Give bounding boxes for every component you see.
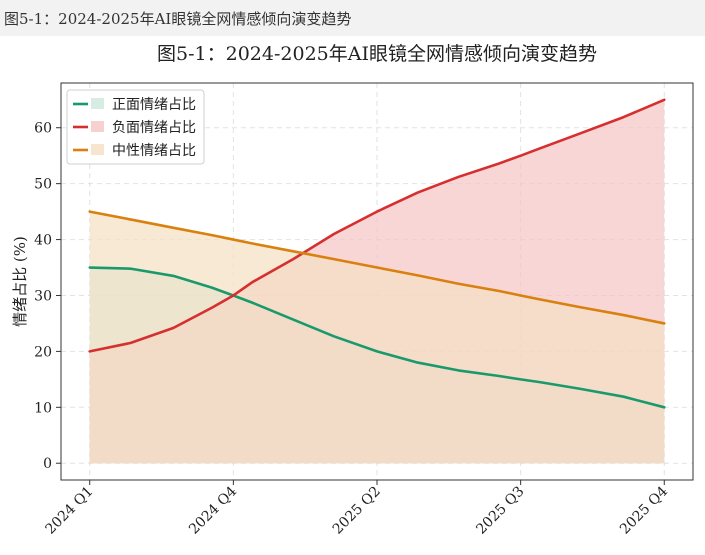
legend-swatch-1 [91,98,104,109]
y-axis-label: 情绪占比 (%) [11,236,29,327]
series-line-2 [88,98,666,353]
y-tick-label: 20 [34,344,52,360]
legend-label-3: 中性情绪占比 [112,143,196,159]
x-tick-label: 2024 Q1 [42,484,96,538]
series-line-3 [88,210,666,325]
x-tick-label: 2025 Q4 [617,483,671,537]
x-tick-label: 2025 Q3 [473,484,527,538]
chart-title: 图5-1：2024-2025年AI眼镜全网情感倾向演变趋势 [157,43,597,65]
x-tick-label: 2025 Q2 [330,484,384,538]
legend-swatch-2 [91,121,104,132]
legend-label-2: 负面情绪占比 [112,120,196,136]
figure-caption: 图5-1：2024-2025年AI眼镜全网情感倾向演变趋势 [4,10,352,28]
y-tick-label: 10 [34,400,52,416]
legend-label-1: 正面情绪占比 [112,97,196,113]
y-tick-label: 30 [34,288,52,304]
y-tick-label: 40 [34,233,52,249]
y-tick-label: 0 [43,456,52,472]
y-tick-label: 60 [34,121,52,137]
figure-caption-bar [0,0,705,36]
series-line-1 [88,266,666,409]
legend-swatch-3 [91,144,104,155]
x-tick-label: 2024 Q4 [186,483,240,537]
y-tick-label: 50 [34,177,52,193]
series-area-3 [89,211,665,464]
